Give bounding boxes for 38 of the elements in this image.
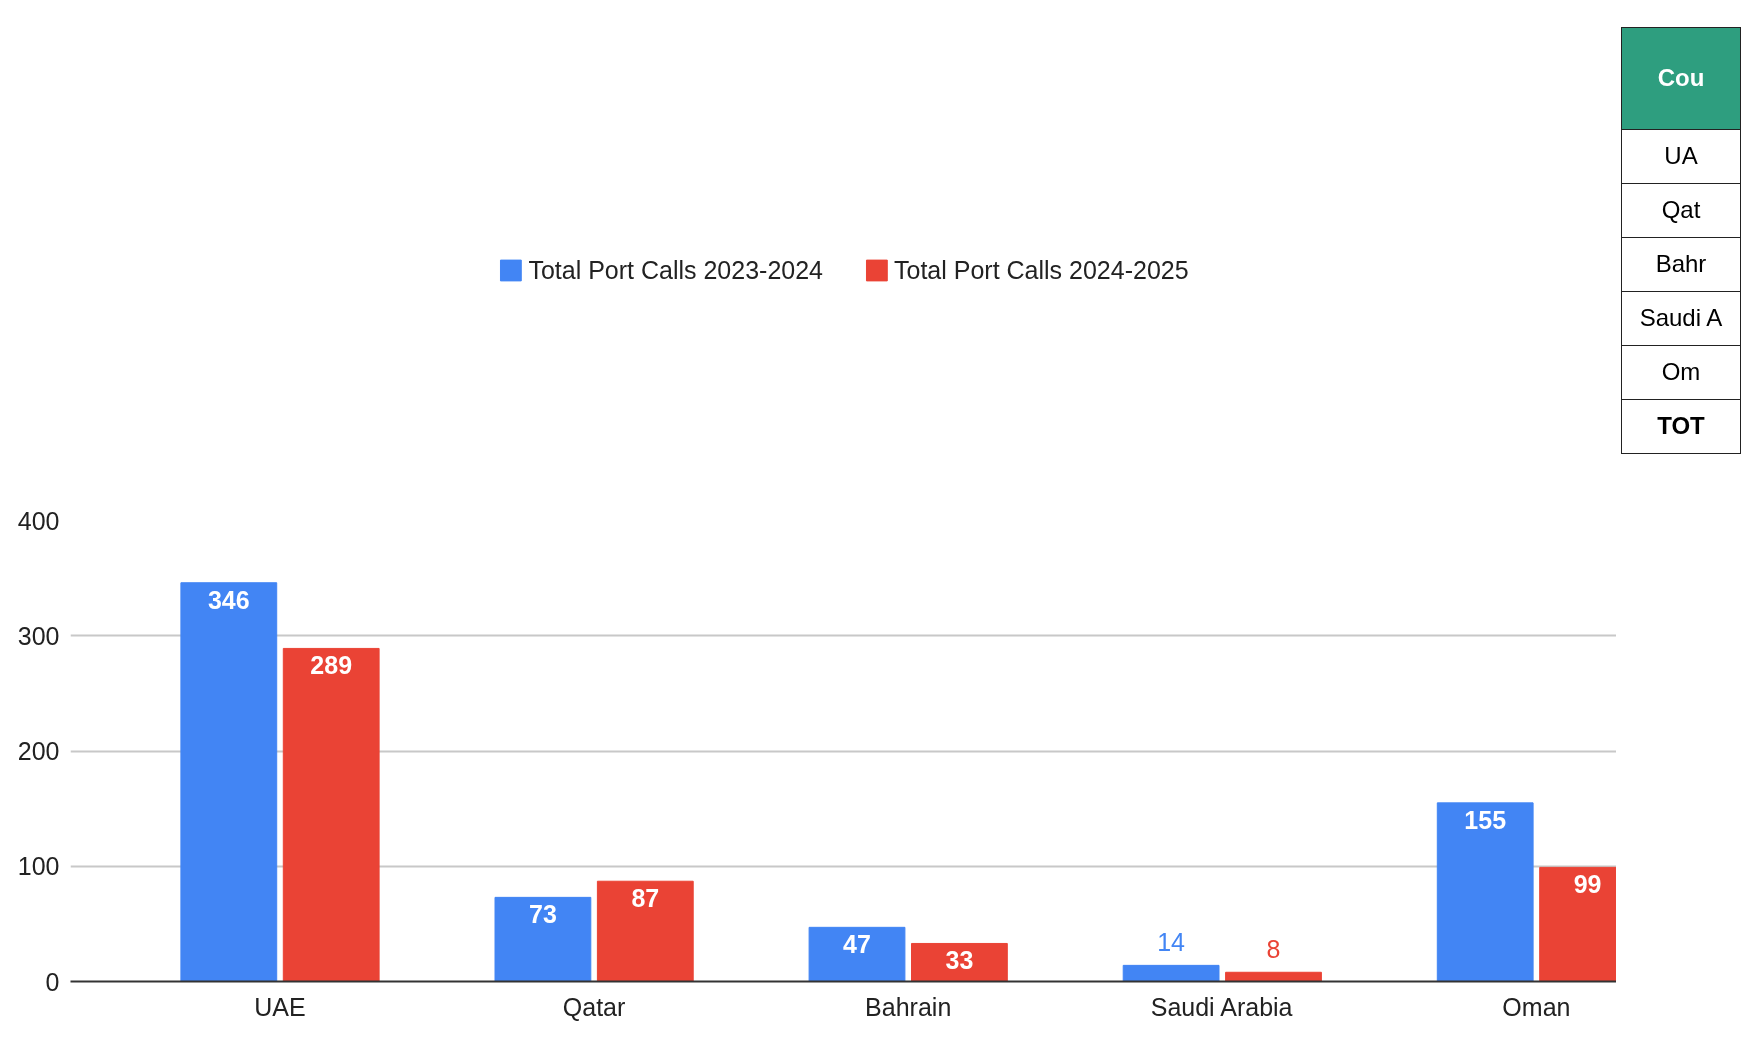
- bar: [180, 582, 278, 982]
- x-tick-label: Oman: [1502, 992, 1571, 1021]
- data-label: 289: [310, 651, 353, 680]
- y-tick-label: 0: [45, 967, 60, 996]
- legend-label: Total Port Calls 2024-2025: [894, 255, 1189, 285]
- x-tick-label: Qatar: [562, 992, 626, 1021]
- text: UA: [1621, 129, 1741, 184]
- legend-label: Total Port Calls 2023-2024: [528, 255, 823, 285]
- y-tick-label: 100: [17, 852, 60, 881]
- text: Qat: [1621, 183, 1741, 238]
- data-label: 33: [945, 946, 974, 975]
- y-tick-label: 200: [17, 737, 60, 765]
- data-label: 87: [631, 884, 660, 913]
- data-label: 8: [1266, 935, 1281, 964]
- x-tick-label: Bahrain: [865, 992, 952, 1021]
- text: TOT: [1621, 399, 1741, 454]
- x-tick-label: Saudi Arabia: [1150, 992, 1293, 1021]
- bar: [282, 647, 380, 982]
- bar: [1225, 971, 1322, 982]
- data-label: 47: [843, 930, 871, 959]
- data-label: 346: [207, 585, 250, 614]
- text: Saudi A: [1621, 291, 1741, 346]
- bar: [596, 880, 694, 982]
- bar: [1122, 964, 1220, 982]
- x-tick-label: UAE: [254, 992, 306, 1021]
- bar: [911, 942, 1008, 982]
- data-label: 155: [1464, 805, 1507, 834]
- text: Bahr: [1621, 237, 1741, 292]
- text: Om: [1621, 345, 1741, 400]
- data-label: 14: [1157, 928, 1186, 957]
- y-tick-label: 400: [17, 506, 60, 535]
- bar: [494, 896, 592, 982]
- y-tick-label: 300: [17, 621, 60, 650]
- bar: [808, 926, 906, 982]
- text: Cou: [1621, 27, 1741, 130]
- bar: [1436, 802, 1534, 982]
- data-label: 99: [1573, 870, 1602, 899]
- data-label: 73: [529, 900, 557, 929]
